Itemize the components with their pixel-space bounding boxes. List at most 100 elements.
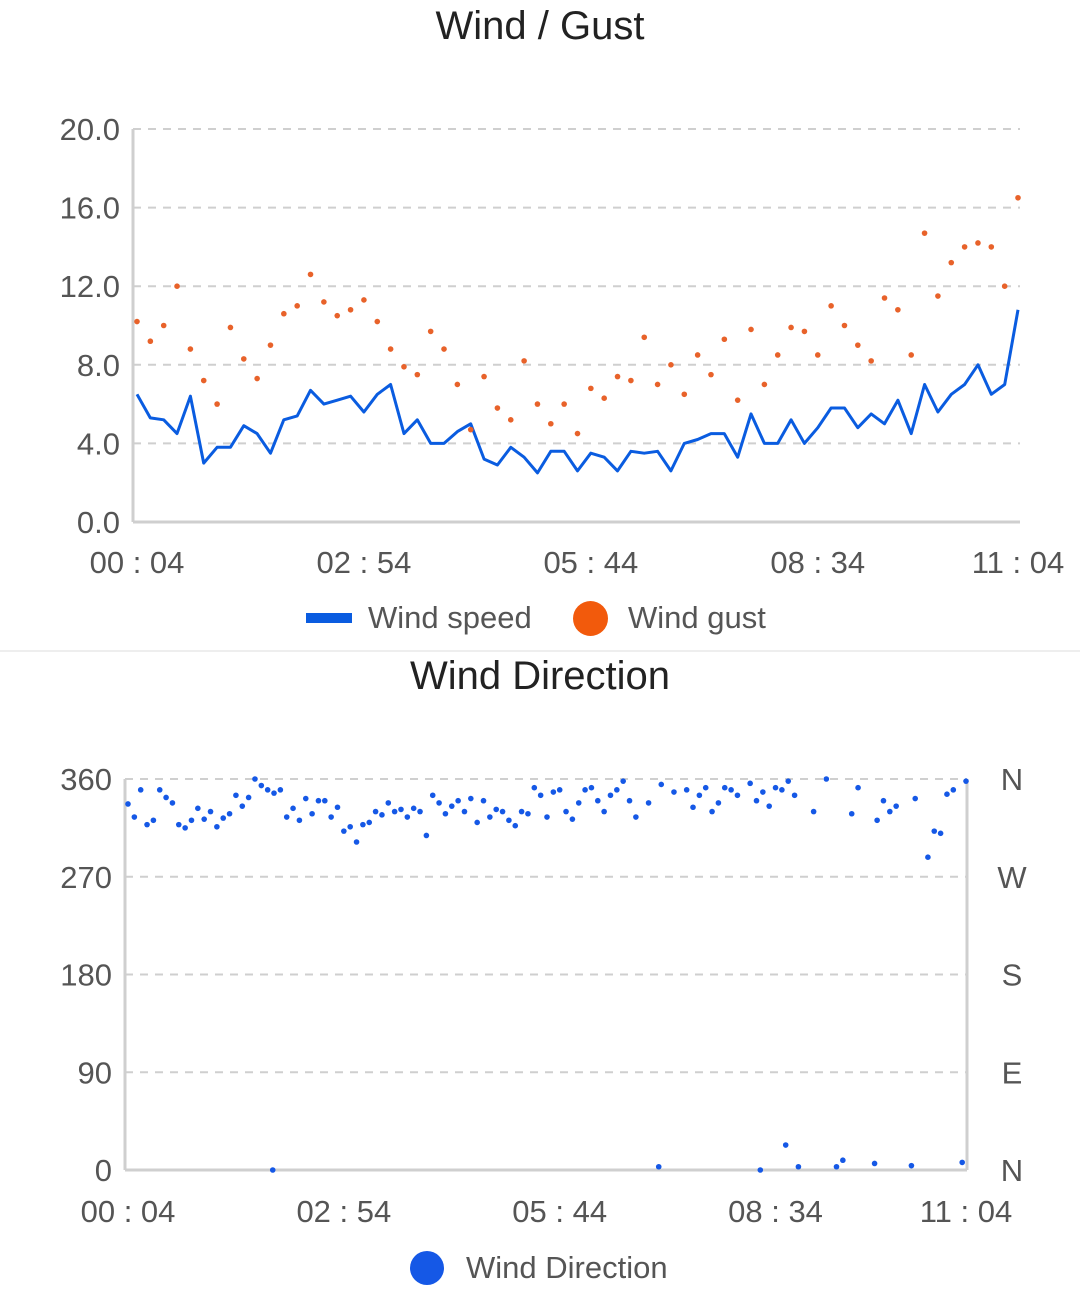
wind-direction-point xyxy=(563,808,569,815)
wind-direction-point xyxy=(833,1163,840,1170)
compass-tick-label: W xyxy=(997,860,1027,895)
wind-direction-point xyxy=(645,800,652,806)
legend-label: Wind gust xyxy=(628,600,766,635)
wind-direction-point xyxy=(963,778,969,784)
wind-direction-point xyxy=(855,784,861,791)
wind-direction-point xyxy=(201,816,207,822)
wind-direction-point xyxy=(931,828,938,834)
wind-direction-point xyxy=(493,806,500,813)
wind-direction-point xyxy=(468,795,474,802)
wind-direction-point xyxy=(163,794,169,801)
wind-direction-point xyxy=(709,808,715,815)
wind-direction-point xyxy=(607,792,614,799)
wind-direction-point xyxy=(601,808,607,815)
wind-direction-point xyxy=(372,808,379,815)
wind-direction-point xyxy=(195,805,201,812)
wind-gust-point xyxy=(641,334,648,341)
wind-direction-point xyxy=(302,795,309,802)
wind-direction-point xyxy=(188,817,195,824)
wind-direction-point xyxy=(269,1167,276,1173)
wind-direction-point xyxy=(131,814,138,820)
wind-direction-point xyxy=(753,797,760,804)
wind-direction-point xyxy=(144,821,150,828)
compass-tick-label: S xyxy=(1002,958,1023,993)
wind-gust-point xyxy=(454,381,461,388)
wind-direction-point xyxy=(429,792,436,799)
wind-direction-point xyxy=(474,819,480,826)
wind-gust-point xyxy=(548,420,554,427)
wind-gust-point xyxy=(668,362,674,368)
wind-direction-point xyxy=(810,808,817,815)
wind-direction-point xyxy=(277,787,284,793)
y-tick-label: 270 xyxy=(60,860,112,895)
wind-direction-point xyxy=(537,792,544,799)
wind-gust-point xyxy=(601,395,607,402)
legend-wind-speed[interactable]: Wind speed xyxy=(306,600,532,636)
wind-direction-point xyxy=(207,808,214,815)
wind-direction-point xyxy=(480,797,487,804)
wind-gust-point xyxy=(334,312,341,319)
wind-gust-point xyxy=(134,318,140,325)
wind-direction-point xyxy=(944,791,950,798)
wind-direction-point xyxy=(442,810,449,817)
wind-gust-point xyxy=(734,397,741,403)
wind-direction-point xyxy=(334,804,341,811)
wind-direction-point xyxy=(417,808,423,815)
wind-direction-point xyxy=(550,789,557,795)
wind-direction-point xyxy=(258,782,265,789)
wind-direction-point xyxy=(499,808,506,815)
wind-direction-point xyxy=(423,832,430,839)
wind-direction-point xyxy=(887,808,893,815)
wind-direction-point xyxy=(233,792,239,799)
wind-direction-point xyxy=(715,800,722,806)
legend-wind-direction[interactable]: Wind Direction xyxy=(410,1250,668,1286)
x-tick-label: 02 : 54 xyxy=(296,1194,391,1229)
y-tick-label: 12.0 xyxy=(60,269,120,304)
wind-gust-point xyxy=(160,322,167,329)
wind-direction-point xyxy=(347,823,353,830)
wind-gust-point xyxy=(147,338,154,345)
y-tick-label: 16.0 xyxy=(60,191,120,226)
wind-direction-point xyxy=(436,800,442,806)
wind-gust-point xyxy=(427,328,434,335)
y-tick-label: 0 xyxy=(95,1153,112,1188)
wind-gust-point xyxy=(321,299,327,305)
wind-direction-point xyxy=(531,784,538,791)
wind-gust-point xyxy=(828,303,834,309)
wind-direction-point xyxy=(912,795,919,802)
wind-gust-point xyxy=(507,417,514,423)
wind-direction-point xyxy=(569,816,576,822)
wind-gust-point xyxy=(868,358,874,364)
x-tick-label: 11 : 04 xyxy=(920,1194,1013,1229)
wind-direction-point xyxy=(747,780,753,787)
wind-gust-point xyxy=(1001,283,1008,290)
legend-wind-gust[interactable]: Wind gust xyxy=(573,600,766,636)
wind-gust-point xyxy=(521,358,527,364)
wind-direction-point xyxy=(137,787,144,793)
wind-gust-point xyxy=(307,271,314,278)
wind-direction-point xyxy=(544,814,550,820)
wind-direction-point xyxy=(721,784,728,791)
wind-direction-point xyxy=(169,800,176,806)
wind-direction-point xyxy=(614,787,620,793)
legend-label: Wind Direction xyxy=(466,1250,668,1285)
wind-gust-point xyxy=(774,352,781,358)
wind-direction-point xyxy=(728,787,734,793)
wind-direction-point xyxy=(360,821,366,828)
wind-direction-point xyxy=(410,805,417,812)
wind-gust-point xyxy=(254,375,260,382)
wind-direction-point xyxy=(594,797,601,804)
line-swatch-icon xyxy=(306,613,352,623)
wind-direction-point xyxy=(518,808,525,815)
wind-gust-point xyxy=(361,297,367,303)
wind-gust-point xyxy=(654,381,661,388)
x-tick-label: 02 : 54 xyxy=(317,545,412,580)
wind-direction-point xyxy=(353,839,360,845)
wind-gust-point xyxy=(174,283,180,290)
wind-gust-point xyxy=(721,336,728,343)
wind-direction-point xyxy=(959,1159,965,1166)
wind-direction-point xyxy=(575,800,582,806)
wind-gust-point xyxy=(614,373,621,380)
wind-gust-point xyxy=(561,401,567,407)
wind-gust-point xyxy=(187,346,194,352)
